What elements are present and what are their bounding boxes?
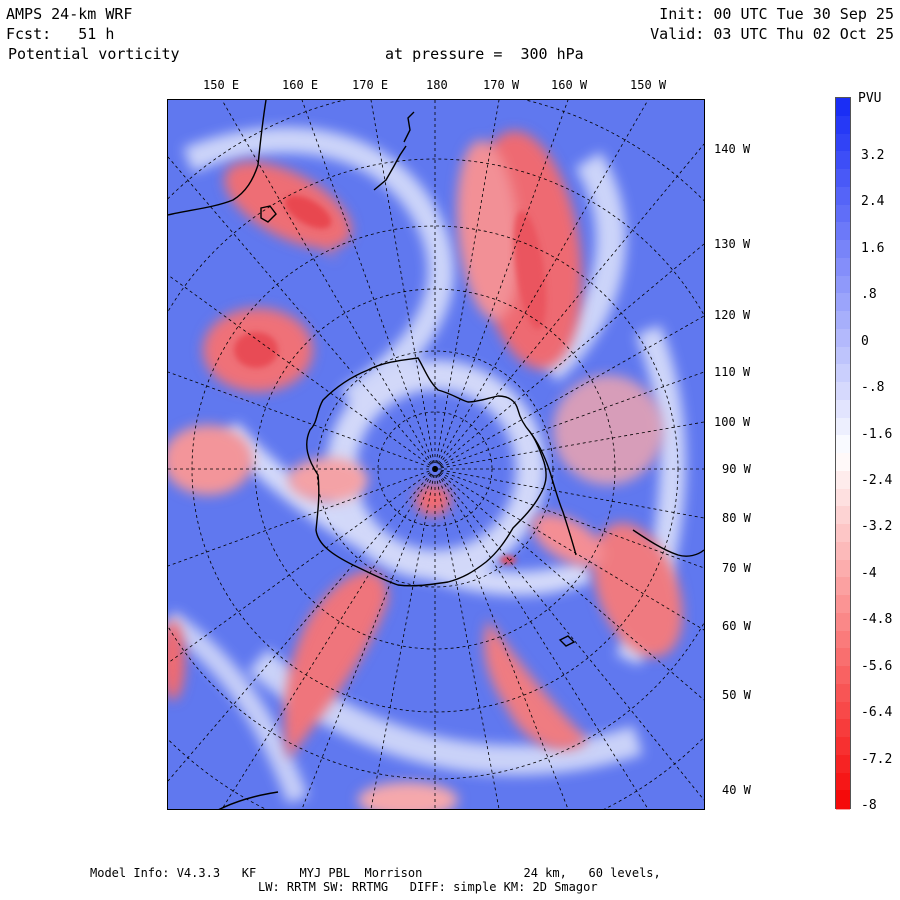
colorbar-segment [836,737,850,757]
lon-label-170e: 170 E [352,78,389,92]
colorbar-tick-label: 1.6 [861,240,885,256]
valid-time: Valid: 03 UTC Thu 02 Oct 25 [650,25,894,43]
colorbar-segment [836,169,850,189]
lon-label-70w: 70 W [722,561,751,575]
pv-map-svg [168,100,704,809]
colorbar-tick-label: -2.4 [861,473,893,488]
colorbar-segment [836,754,850,774]
colorbar-segment [836,666,850,686]
australia-coast [168,100,267,216]
colorbar-tick-label: 3.2 [861,148,885,163]
falklands [558,635,576,647]
meridians [168,100,704,809]
colorbar-tick-label: -1.6 [861,426,893,442]
colorbar-tick-label: 2.4 [861,194,885,210]
colorbar-segment [836,506,850,526]
colorbar [835,97,851,810]
lon-label-110w: 110 W [714,365,751,379]
south-america-coast [632,529,704,557]
lon-label-100w: 100 W [714,415,751,429]
colorbar-segment [836,204,850,224]
tasmania [260,205,277,223]
colorbar-segment [836,524,850,544]
colorbar-tick-label: -4.8 [861,612,893,628]
colorbar-segment [836,257,850,277]
lon-label-150e: 150 E [203,78,240,92]
colorbar-segment [836,364,850,384]
colorbar-segment [836,683,850,703]
field-name: Potential vorticity [8,45,180,63]
lon-label-160e: 160 E [282,78,319,92]
australia-south [218,791,279,809]
colorbar-segment [836,772,850,792]
colorbar-segment [836,630,850,650]
colorbar-segment [836,98,850,118]
lon-label-40w: 40 W [722,783,751,797]
colorbar-segment [836,417,850,437]
pv-red-cores [234,195,547,564]
colorbar-segment [836,559,850,579]
lon-label-150w: 150 W [630,78,667,92]
colorbar-segment [836,240,850,260]
model-title: AMPS 24-km WRF [6,5,133,23]
antarctic-peninsula [529,431,577,556]
colorbar-segment [836,275,850,295]
lon-label-120w: 120 W [714,308,751,322]
new-zealand [373,111,415,191]
colorbar-segment [836,612,850,632]
colorbar-unit: PVU [858,91,882,106]
antarctica-coast [306,357,547,587]
coastlines [168,100,704,809]
colorbar-segment [836,151,850,171]
colorbar-segment [836,382,850,402]
colorbar-segment [836,470,850,490]
colorbar-tick-label: -6.4 [861,705,893,721]
colorbar-segment [836,435,850,455]
colorbar-tick-label: .8 [861,287,877,303]
colorbar-segment [836,346,850,366]
pv-map[interactable] [167,99,705,810]
lon-label-60w: 60 W [722,619,751,633]
colorbar-tick-label: -.8 [861,380,885,396]
colorbar-segment [836,293,850,313]
colorbar-segment [836,222,850,242]
lon-label-160w: 160 W [551,78,588,92]
lon-label-170w: 170 W [483,78,520,92]
lon-label-130w: 130 W [714,237,751,251]
model-info-line2: LW: RRTM SW: RRTMG DIFF: simple KM: 2D S… [258,880,598,894]
lon-label-80w: 80 W [722,511,751,525]
colorbar-segment [836,186,850,206]
colorbar-tick-label: -5.6 [861,658,893,674]
lon-label-50w: 50 W [722,688,751,702]
init-time: Init: 00 UTC Tue 30 Sep 25 [659,5,894,23]
colorbar-tick-label: 0 [861,333,869,349]
pressure-level: at pressure = 300 hPa [385,45,584,63]
colorbar-segment [836,453,850,473]
colorbar-segment [836,595,850,615]
colorbar-segment [836,790,850,810]
colorbar-segment [836,701,850,721]
colorbar-tick-label: -4 [861,565,877,581]
lon-label-90w: 90 W [722,462,751,476]
colorbar-segment [836,399,850,419]
colorbar-segment [836,311,850,331]
forecast-hour: Fcst: 51 h [6,25,115,43]
model-info-line1: Model Info: V4.3.3 KF MYJ PBL Morrison 2… [90,866,661,880]
colorbar-segment [836,648,850,668]
colorbar-tick-label: -8 [861,798,877,813]
lon-label-140w: 140 W [714,142,751,156]
colorbar-segment [836,577,850,597]
colorbar-segment [836,541,850,561]
colorbar-segment [836,115,850,135]
colorbar-segment [836,133,850,153]
colorbar-segment [836,328,850,348]
colorbar-tick-label: -7.2 [861,751,893,767]
colorbar-tick-label: -3.2 [861,519,893,535]
lon-label-180: 180 [426,78,448,92]
colorbar-segment [836,719,850,739]
colorbar-segment [836,488,850,508]
